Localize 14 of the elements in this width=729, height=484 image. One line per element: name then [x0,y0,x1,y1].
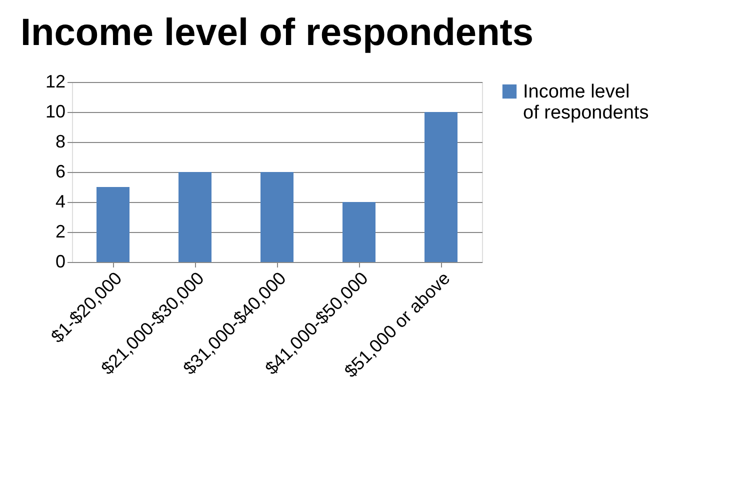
y-tick-label: 8 [55,132,66,152]
chart-title: Income level of respondents [20,12,534,54]
legend-label: Income level of respondents [523,82,649,124]
y-tick-label: 0 [55,252,66,272]
bar [424,112,458,262]
bar [96,187,130,262]
y-tick-label: 12 [45,72,66,92]
bar [342,202,376,262]
y-tick-label: 10 [45,102,66,122]
y-tick-label: 2 [55,222,66,242]
y-tick-label: 4 [55,192,66,212]
y-tick-label: 6 [55,162,66,182]
bar [178,172,212,262]
bar [260,172,294,262]
